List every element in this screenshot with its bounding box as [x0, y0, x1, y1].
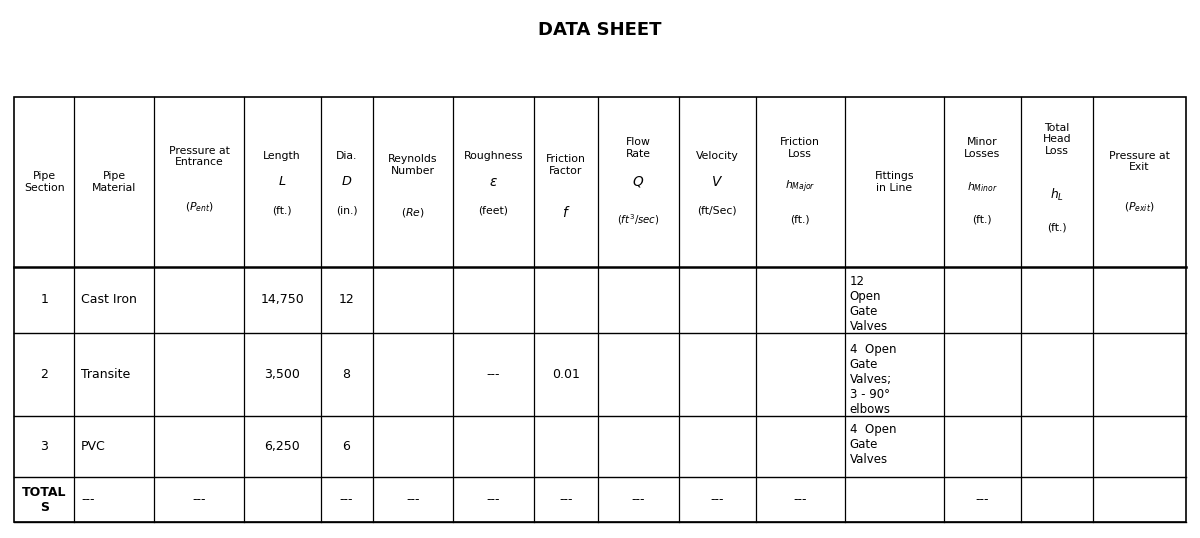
Text: $D$: $D$: [341, 175, 352, 188]
Text: PVC: PVC: [82, 440, 106, 453]
Text: (ft.): (ft.): [791, 214, 810, 224]
Text: $\varepsilon$: $\varepsilon$: [488, 175, 498, 189]
Text: TOTAL
S: TOTAL S: [22, 486, 66, 514]
Text: $(P_{exit})$: $(P_{exit})$: [1123, 201, 1154, 214]
Text: Cast Iron: Cast Iron: [82, 293, 137, 306]
Text: Flow
Rate: Flow Rate: [626, 137, 650, 159]
Text: $Q$: $Q$: [632, 174, 644, 189]
Text: ---: ---: [406, 493, 420, 506]
Text: 4  Open
Gate
Valves: 4 Open Gate Valves: [850, 423, 896, 466]
Text: Roughness: Roughness: [463, 151, 523, 161]
Text: (in.): (in.): [336, 206, 358, 216]
Text: 12: 12: [338, 293, 354, 306]
Text: Friction
Loss: Friction Loss: [780, 137, 820, 159]
Text: Pressure at
Exit: Pressure at Exit: [1109, 151, 1170, 172]
Text: ---: ---: [487, 493, 500, 506]
Text: ---: ---: [559, 493, 572, 506]
Text: (feet): (feet): [479, 206, 509, 216]
Text: Dia.: Dia.: [336, 151, 358, 161]
Text: $(P_{ent})$: $(P_{ent})$: [185, 201, 214, 214]
Text: 12
Open
Gate
Valves: 12 Open Gate Valves: [850, 275, 888, 333]
Text: ---: ---: [710, 493, 724, 506]
Text: ---: ---: [631, 493, 646, 506]
Text: 4  Open
Gate
Valves;
3 - 90°
elbows: 4 Open Gate Valves; 3 - 90° elbows: [850, 343, 896, 416]
Text: (ft.): (ft.): [972, 214, 992, 224]
Text: 2: 2: [41, 367, 48, 381]
Text: $V$: $V$: [712, 175, 724, 189]
Text: (ft/Sec): (ft/Sec): [697, 206, 737, 216]
Text: (ft.): (ft.): [272, 206, 292, 216]
Text: DATA SHEET: DATA SHEET: [539, 20, 661, 39]
Bar: [14, 97, 1186, 522]
Text: Pressure at
Entrance: Pressure at Entrance: [169, 146, 229, 167]
Text: 14,750: 14,750: [260, 293, 304, 306]
Text: $f$: $f$: [562, 205, 570, 220]
Text: ---: ---: [192, 493, 206, 506]
Text: $(ft^3/sec)$: $(ft^3/sec)$: [617, 212, 660, 226]
Text: Minor
Losses: Minor Losses: [965, 137, 1001, 159]
Text: Fittings
in Line: Fittings in Line: [875, 171, 914, 193]
Text: ---: ---: [487, 367, 500, 381]
Text: Length: Length: [263, 151, 301, 161]
Text: $h_{Major}$: $h_{Major}$: [785, 179, 815, 195]
Text: Pipe
Material: Pipe Material: [92, 171, 137, 193]
Text: 3: 3: [41, 440, 48, 453]
Text: 0.01: 0.01: [552, 367, 580, 381]
Text: $L$: $L$: [278, 175, 287, 188]
Text: (ft.): (ft.): [1046, 223, 1067, 233]
Text: $h_{Minor}$: $h_{Minor}$: [967, 180, 997, 194]
Text: 3,500: 3,500: [264, 367, 300, 381]
Text: Reynolds
Number: Reynolds Number: [388, 154, 438, 175]
Text: ---: ---: [340, 493, 353, 506]
Text: $h_L$: $h_L$: [1050, 187, 1063, 203]
Text: Total
Head
Loss: Total Head Loss: [1043, 123, 1072, 156]
Text: 6: 6: [343, 440, 350, 453]
Text: ---: ---: [976, 493, 989, 506]
Text: 1: 1: [41, 293, 48, 306]
Text: Velocity: Velocity: [696, 151, 738, 161]
Text: Transite: Transite: [82, 367, 131, 381]
Text: 8: 8: [342, 367, 350, 381]
Text: Pipe
Section: Pipe Section: [24, 171, 65, 193]
Text: ---: ---: [793, 493, 806, 506]
Text: 6,250: 6,250: [264, 440, 300, 453]
Text: Friction
Factor: Friction Factor: [546, 154, 586, 175]
Text: $(Re)$: $(Re)$: [401, 206, 425, 219]
Text: ---: ---: [82, 493, 95, 506]
